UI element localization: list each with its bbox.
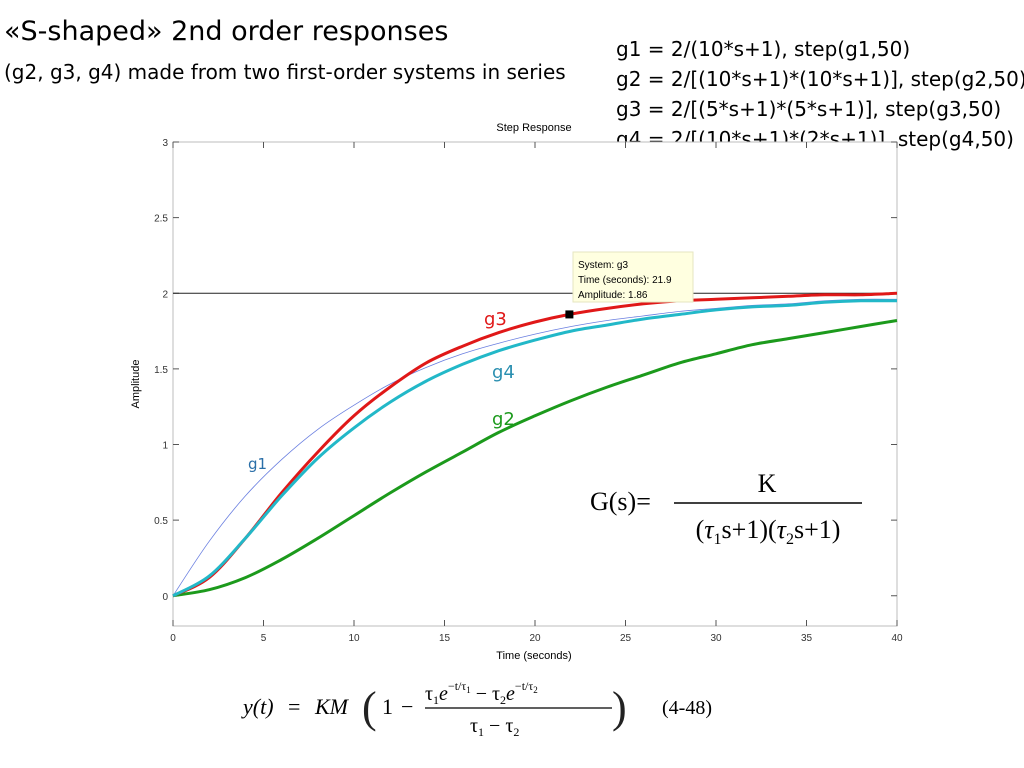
series-line-g4 [172,299,898,598]
series-line-g1 [172,298,898,597]
svg-text:KM: KM [314,694,350,719]
datatip[interactable]: System: g3 Time (seconds): 21.9 Amplitud… [572,251,694,303]
response-formula: y(t) = KM ( 1 − τ1e−t/τ1 − τ2e−t/τ2 τ1 −… [241,679,712,739]
svg-text:(: ( [362,683,377,732]
chart-title: Step Response [496,122,571,134]
equation-g1: g1 = 2/(10*s+1), step(g1,50) [616,37,911,61]
series-label-g4: g4 [492,362,515,383]
y-axis-label: Amplitude [130,360,142,409]
tf-numerator: K [758,469,777,498]
svg-text:1: 1 [382,694,393,719]
transfer-function: G(s)= K (τ1s+1)(τ2s+1) [590,469,862,548]
x-tick-label: 40 [891,633,903,644]
plot-area [172,141,898,627]
datatip-line-3: Amplitude: 1.86 [578,290,648,301]
x-tick-label: 35 [801,633,813,644]
svg-text:): ) [612,683,627,732]
series-label-g1: g1 [248,455,267,473]
y-tick-label: 2.5 [154,214,168,225]
x-tick-label: 20 [529,633,541,644]
equation-g2: g2 = 2/[(10*s+1)*(10*s+1)], step(g2,50) [616,67,1024,91]
y-tick-label: 0.5 [154,516,168,527]
y-tick-label: 3 [162,138,168,149]
svg-text:τ1 − τ2: τ1 − τ2 [470,715,519,739]
svg-text:y(t): y(t) [241,694,274,719]
x-tick-label: 0 [170,633,176,644]
slide-title: «S-shaped» 2nd order responses [4,16,449,47]
datatip-line-2: Time (seconds): 21.9 [578,275,672,286]
datatip-marker[interactable] [565,310,574,319]
y-tick-label: 1 [162,441,168,452]
equation-list: g1 = 2/(10*s+1), step(g1,50) g2 = 2/[(10… [616,34,1024,154]
y-tick-label: 1.5 [154,365,168,376]
svg-text:=: = [288,694,300,719]
y-tick-label: 0 [162,592,168,603]
x-tick-label: 5 [261,633,267,644]
x-tick-label: 30 [710,633,722,644]
x-tick-label: 10 [348,633,360,644]
x-tick-label: 25 [620,633,632,644]
svg-text:−: − [401,694,413,719]
datatip-box [572,251,694,303]
equation-g3: g3 = 2/[(5*s+1)*(5*s+1)], step(g3,50) [616,97,1002,121]
series-line-g2 [172,319,898,598]
y-tick-label: 2 [162,289,168,300]
formula-number: (4-48) [662,697,712,719]
datatip-line-1: System: g3 [578,260,628,271]
axes: 0 5 10 15 20 25 30 35 40 0 0.5 1 1.5 2 2.5 3 [154,138,903,644]
x-axis-label: Time (seconds) [496,650,571,662]
slide-subtitle: (g2, g3, g4) made from two first-order s… [4,60,566,84]
x-tick-label: 15 [439,633,451,644]
series-line-g3 [172,291,898,598]
svg-text:τ1e−t/τ1 − τ2e−t/τ2: τ1e−t/τ1 − τ2e−t/τ2 [425,679,538,707]
series-label-g2: g2 [492,409,515,430]
curves [172,291,898,598]
tf-lhs: G(s)= [590,487,651,516]
tf-denominator: (τ1s+1)(τ2s+1) [696,515,841,548]
series-label-g3: g3 [484,309,507,330]
